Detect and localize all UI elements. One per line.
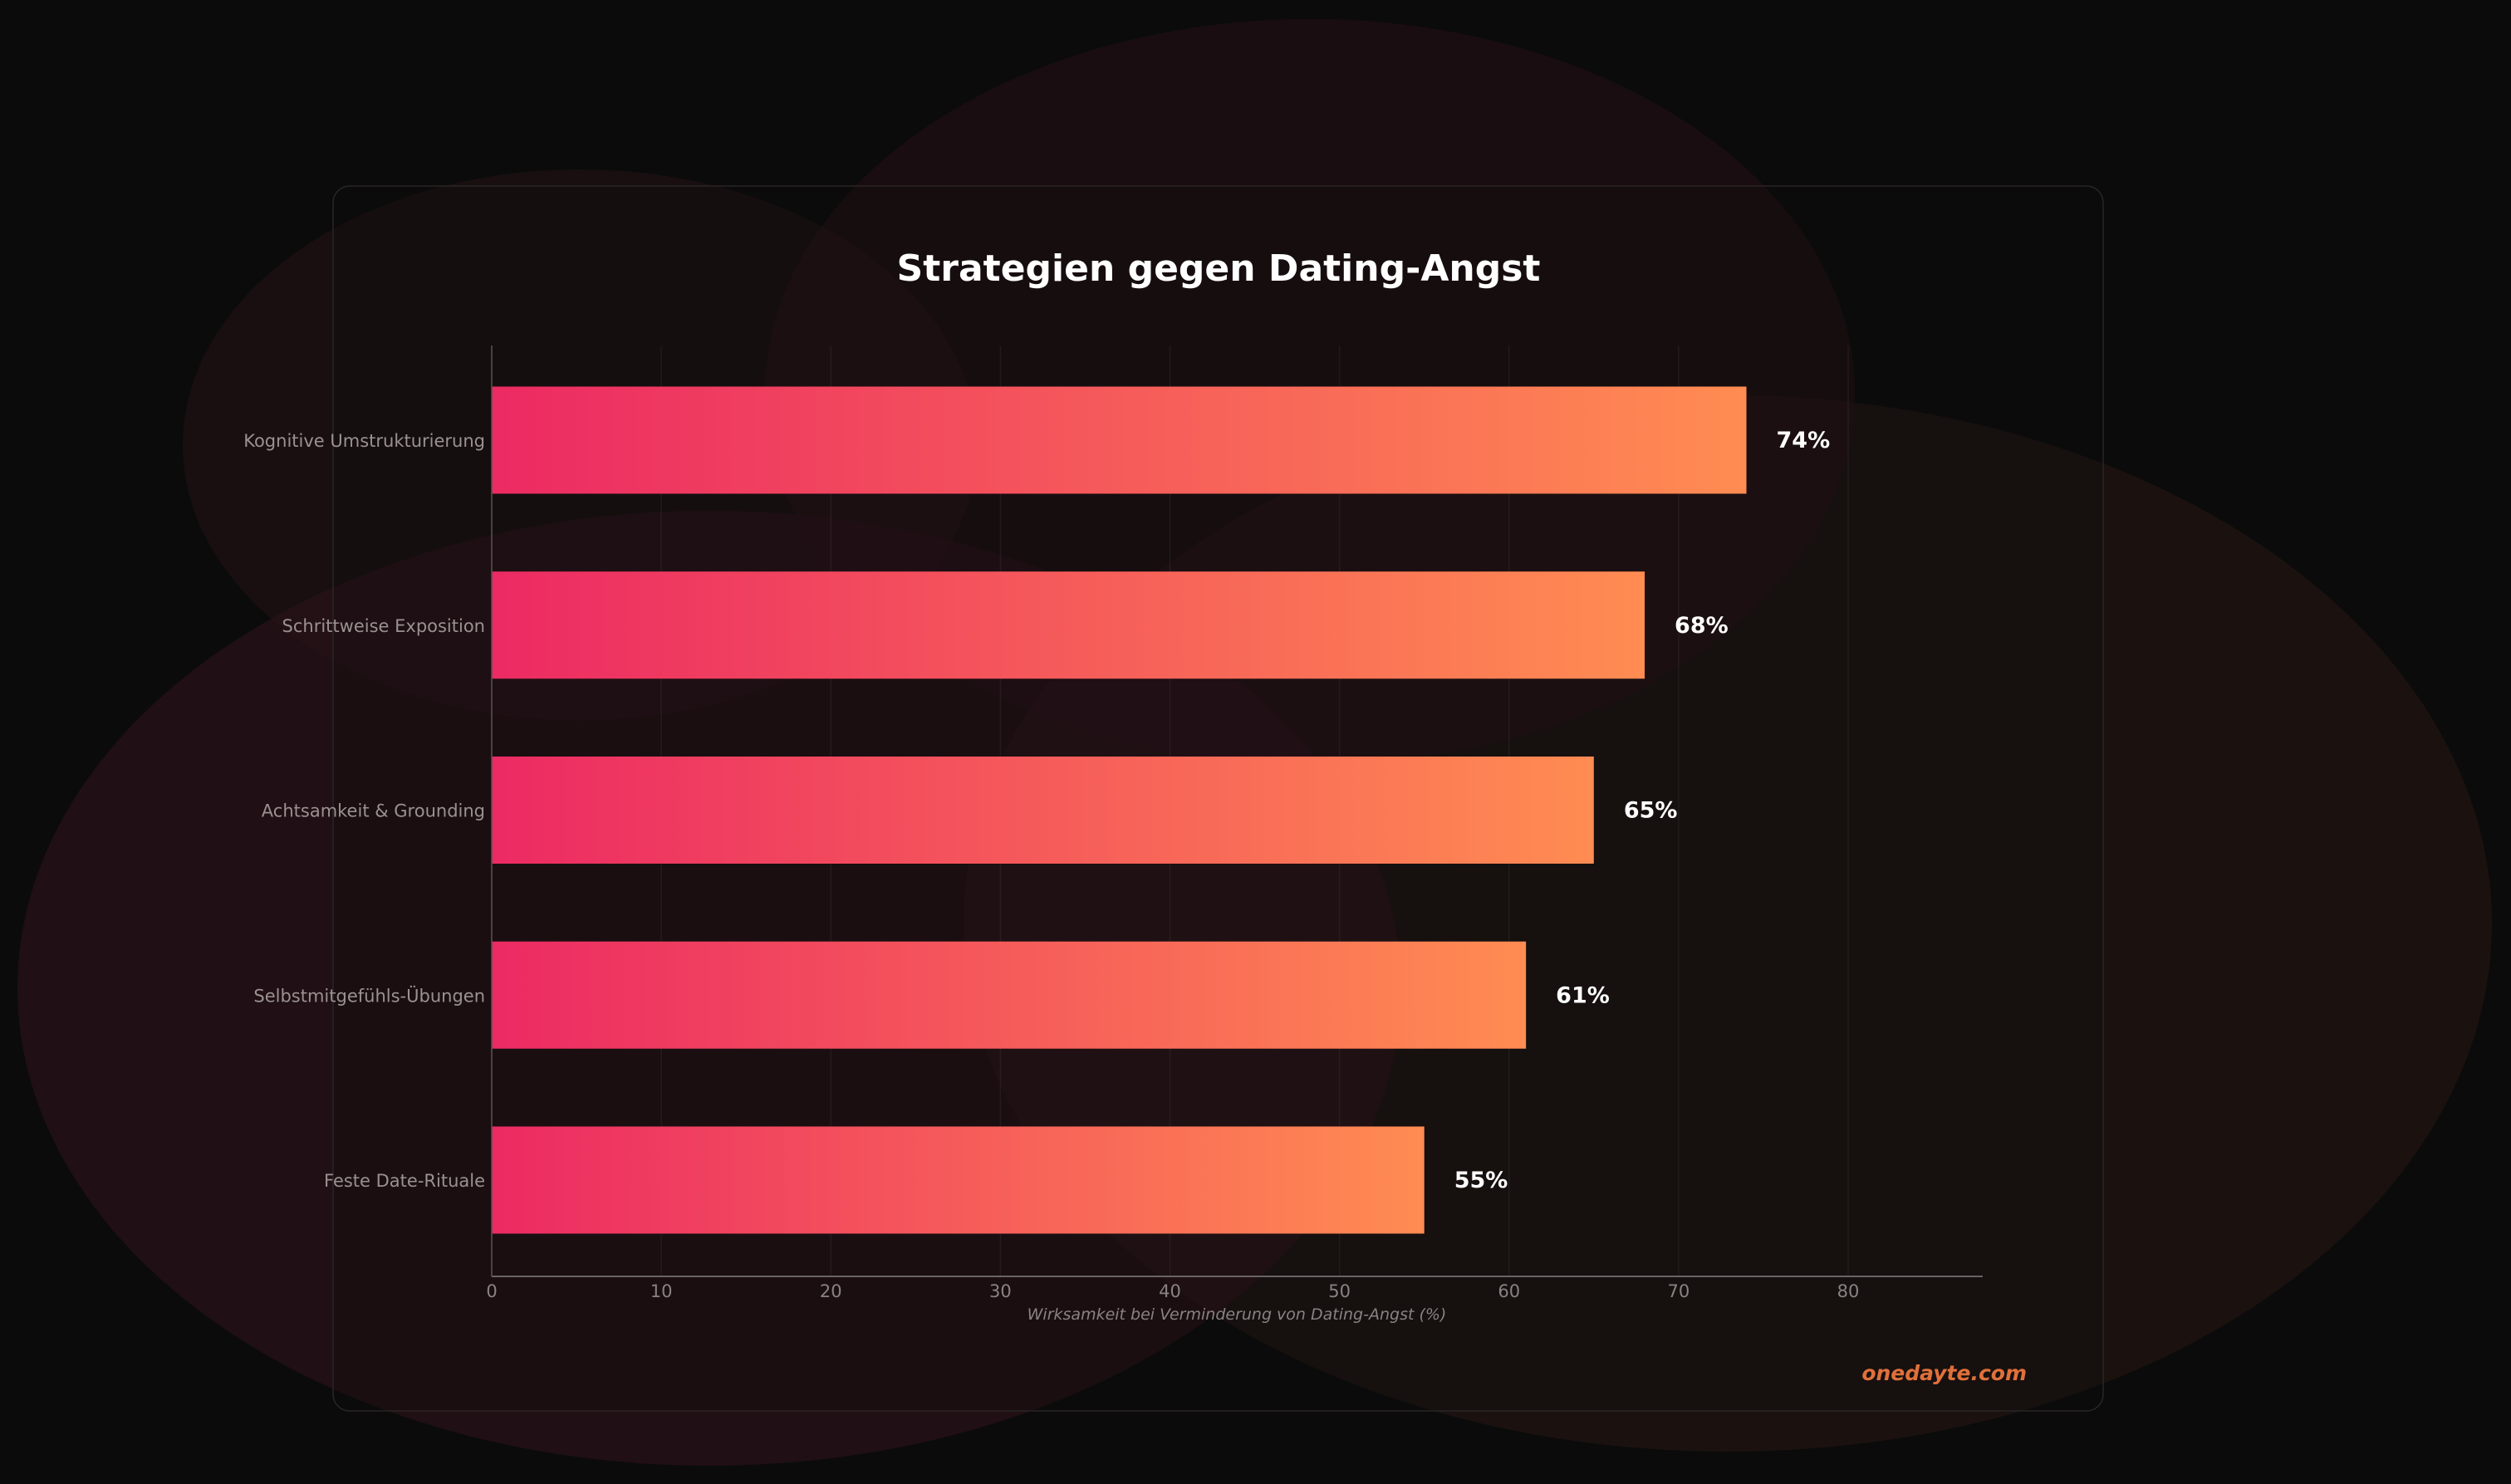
x-tick-label: 10 (650, 1281, 673, 1301)
bar (492, 757, 1594, 864)
bar (492, 386, 1747, 494)
x-tick-label: 70 (1668, 1281, 1690, 1301)
bar (492, 941, 1527, 1049)
chart-title: Strategien gegen Dating-Angst (897, 247, 1541, 290)
x-tick-label: 80 (1837, 1281, 1860, 1301)
x-tick-label: 30 (989, 1281, 1012, 1301)
bars: Kognitive Umstrukturierung 74% Schrittweis… (243, 386, 1831, 1234)
x-tick-label: 40 (1159, 1281, 1181, 1301)
x-tick-label: 60 (1498, 1281, 1520, 1301)
x-axis-label: Wirksamkeit bei Verminderung von Dating-… (1027, 1305, 1447, 1324)
bar-value-label: 55% (1454, 1168, 1508, 1193)
bar-value-label: 65% (1624, 798, 1678, 824)
bar-value-label: 61% (1556, 982, 1610, 1008)
bar (492, 571, 1645, 679)
bar-value-label: 68% (1675, 613, 1729, 639)
y-category-label: Achtsamkeit & Grounding (262, 801, 485, 821)
y-category-label: Selbstmitgefühls-Übungen (253, 985, 485, 1006)
y-category-label: Feste Date-Rituale (324, 1171, 485, 1191)
watermark: onedayte.com (1861, 1361, 2027, 1385)
y-category-label: Schrittweise Exposition (282, 616, 485, 636)
x-tick-label: 20 (820, 1281, 842, 1301)
x-tick-label: 0 (486, 1281, 497, 1301)
x-tick-label: 50 (1328, 1281, 1351, 1301)
x-ticks: 0 10 20 30 40 50 60 70 80 (486, 1281, 1859, 1301)
bar-value-label: 74% (1777, 428, 1831, 453)
bar (492, 1126, 1425, 1234)
y-category-label: Kognitive Umstrukturierung (243, 431, 485, 451)
